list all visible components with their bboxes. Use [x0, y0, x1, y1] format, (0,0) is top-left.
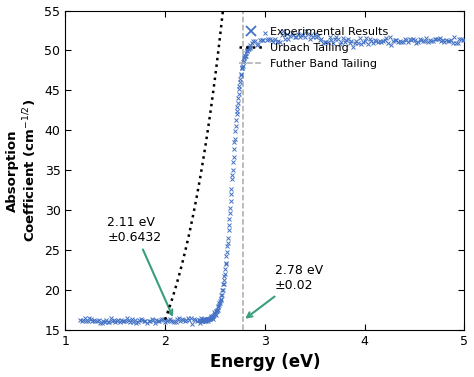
Text: 2.78 eV
±0.02: 2.78 eV ±0.02 [247, 264, 323, 317]
Text: 2.11 eV
±0.6432: 2.11 eV ±0.6432 [107, 216, 172, 315]
Y-axis label: Absorption
Coefficient (cm$^{-1/2}$): Absorption Coefficient (cm$^{-1/2}$) [6, 99, 39, 242]
X-axis label: Energy (eV): Energy (eV) [210, 354, 320, 371]
Legend: Experimental Results, Urbach Tailing, Futher Band Tailing: Experimental Results, Urbach Tailing, Fu… [235, 23, 393, 74]
